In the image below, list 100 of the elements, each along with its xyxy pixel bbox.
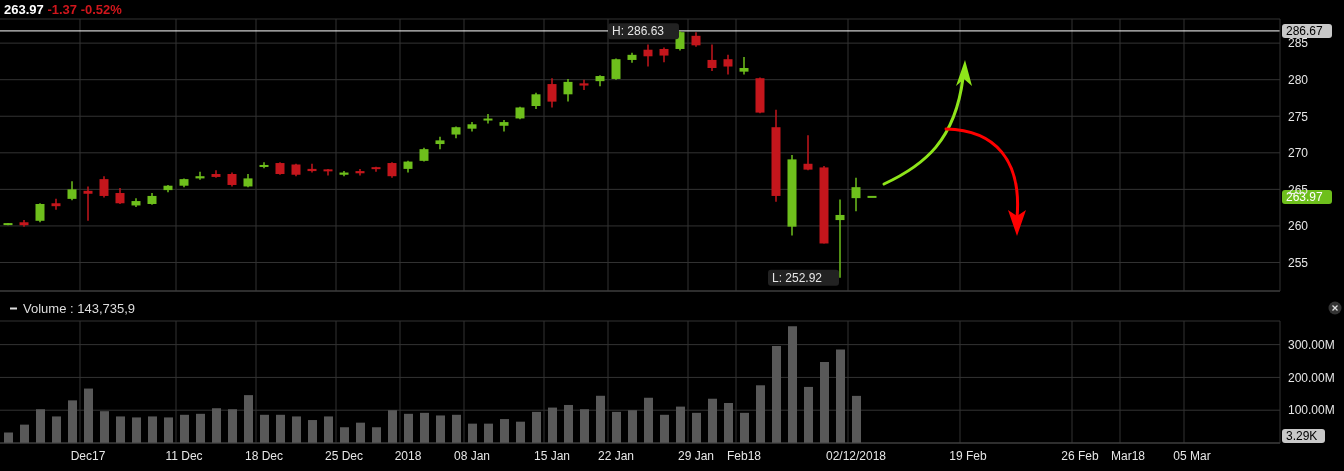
text: 3.29K: [1286, 429, 1318, 443]
bar: [660, 414, 669, 443]
bar: [180, 414, 189, 443]
bar: [500, 419, 509, 443]
x-tick-label: Feb18: [726, 448, 762, 463]
y-tick-label: 255: [1288, 255, 1309, 270]
bar: [324, 416, 333, 443]
bar: [804, 386, 813, 443]
x-tick-label: 08 Jan: [453, 448, 491, 463]
x-tick-label: Mar18: [1110, 448, 1146, 463]
bar: [452, 414, 461, 443]
candlestick: [51, 198, 61, 211]
bar: [676, 406, 685, 443]
bar: [612, 411, 621, 443]
bar: [276, 414, 285, 443]
bar: [564, 404, 573, 443]
bar: [756, 385, 765, 443]
bar: [468, 423, 477, 443]
bar: [164, 417, 173, 443]
bar: [244, 395, 253, 443]
y-tick-label: 275: [1288, 109, 1309, 124]
chart-title: Volume : 143,735,9: [23, 301, 136, 316]
bar: [308, 420, 317, 443]
candlestick: [563, 78, 573, 103]
candlestick: [611, 57, 621, 81]
x-tick-label: 11 Dec: [165, 448, 203, 463]
bar: [644, 397, 653, 443]
annotation: H: 286.63: [612, 24, 665, 39]
bar: [372, 427, 381, 443]
candlestick: [851, 176, 861, 213]
bar: [340, 427, 349, 443]
candlestick: [483, 113, 493, 125]
x-tick-label: 15 Jan: [533, 448, 571, 463]
candlestick: [211, 169, 221, 179]
candlestick: [835, 198, 845, 279]
y-tick-label: 200.00M: [1288, 370, 1335, 385]
x-tick-label: 18 Dec: [244, 448, 284, 463]
candlestick: [83, 185, 93, 222]
chart-subtitle: -1.37 -0.52%: [47, 2, 122, 17]
y-tick-label: 300.00M: [1288, 337, 1335, 352]
candlestick: [803, 134, 813, 172]
candlestick: [67, 180, 77, 202]
bar: [596, 395, 605, 443]
x-tick-label: 05 Mar: [1173, 448, 1211, 463]
bar: [548, 407, 557, 443]
bar: [532, 411, 541, 443]
y-tick-label: 260: [1288, 219, 1309, 234]
candlestick: [739, 56, 749, 76]
bar: [820, 361, 829, 443]
y-tick-label: 270: [1288, 146, 1309, 161]
x-tick-label: 26 Feb: [1061, 448, 1100, 463]
bar: [628, 410, 637, 443]
bar: [148, 416, 157, 443]
candlestick: [643, 43, 653, 68]
bar: [292, 416, 301, 443]
bar: [356, 422, 365, 443]
x-tick-label: 2018: [394, 448, 422, 463]
bar: [852, 395, 861, 443]
candlestick: [707, 43, 717, 72]
bar: [724, 402, 733, 443]
candlestick: [723, 54, 733, 76]
bar: [100, 411, 109, 443]
bar: [68, 400, 77, 443]
candlestick: [547, 77, 557, 109]
bar: [84, 388, 93, 443]
x-tick-label: 02/12/2018: [825, 448, 887, 463]
bar: [484, 423, 493, 443]
bar: [516, 421, 525, 443]
candlestick: [307, 163, 317, 174]
bar: [836, 349, 845, 443]
y-tick-label: 100.00M: [1288, 403, 1335, 418]
bar: [708, 398, 717, 443]
bar: [388, 410, 397, 443]
y-tick-label: 285: [1288, 36, 1309, 51]
bar: [692, 412, 701, 443]
candlestick: [99, 175, 109, 199]
bar: [788, 326, 797, 443]
bar: [212, 408, 221, 443]
bar: [772, 345, 781, 443]
bar: [436, 415, 445, 443]
bar: [580, 409, 589, 443]
bar: [740, 412, 749, 443]
ref-line-label: 286.67: [1286, 23, 1324, 38]
candlestick: [195, 171, 205, 181]
annotation: L: 252.92: [772, 270, 823, 285]
x-tick-label: Dec17: [70, 448, 106, 463]
x-tick-label: 25 Dec: [324, 448, 364, 463]
y-tick-label: 280: [1288, 72, 1309, 87]
bar: [132, 417, 141, 443]
candlestick: [579, 78, 589, 91]
bar: [52, 416, 61, 443]
bar: [228, 409, 237, 443]
chart-title: 263.97: [4, 2, 44, 17]
x-tick-label: 22 Jan: [597, 448, 635, 463]
bar: [196, 413, 205, 443]
x-tick-label: 29 Jan: [677, 448, 715, 463]
bar: [20, 424, 29, 443]
bar: [420, 412, 429, 443]
bar: [36, 409, 45, 443]
candlestick: [35, 202, 45, 224]
